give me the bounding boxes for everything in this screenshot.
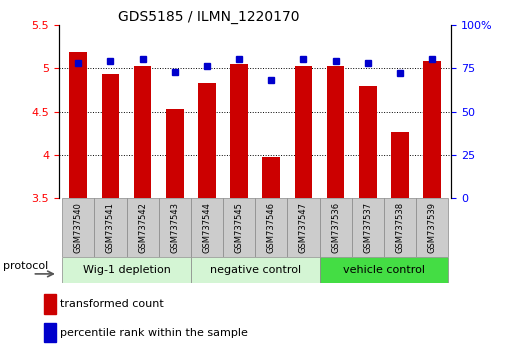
Bar: [287, 198, 320, 257]
Bar: [359, 86, 377, 198]
Bar: [223, 198, 255, 257]
Text: GSM737546: GSM737546: [267, 202, 276, 253]
Bar: [320, 257, 448, 283]
Bar: [191, 257, 320, 283]
Bar: [384, 198, 416, 257]
Bar: [127, 198, 159, 257]
Text: vehicle control: vehicle control: [343, 265, 425, 275]
Bar: [352, 198, 384, 257]
Text: GDS5185 / ILMN_1220170: GDS5185 / ILMN_1220170: [118, 10, 300, 24]
Text: GSM737540: GSM737540: [74, 202, 83, 253]
Text: percentile rank within the sample: percentile rank within the sample: [61, 328, 248, 338]
Bar: [230, 64, 248, 198]
Bar: [263, 158, 280, 198]
Text: GSM737545: GSM737545: [234, 202, 244, 253]
Bar: [327, 65, 345, 198]
Text: GSM737537: GSM737537: [363, 202, 372, 253]
Bar: [255, 198, 287, 257]
Bar: [416, 198, 448, 257]
Text: GSM737544: GSM737544: [203, 202, 211, 253]
Text: GSM737541: GSM737541: [106, 202, 115, 253]
Bar: [69, 52, 87, 198]
Bar: [44, 322, 56, 342]
Bar: [62, 257, 191, 283]
Text: negative control: negative control: [210, 265, 301, 275]
Bar: [62, 198, 94, 257]
Text: GSM737547: GSM737547: [299, 202, 308, 253]
Bar: [198, 83, 216, 198]
Bar: [94, 198, 127, 257]
Text: GSM737542: GSM737542: [138, 202, 147, 253]
Bar: [320, 198, 352, 257]
Text: GSM737536: GSM737536: [331, 202, 340, 253]
Bar: [191, 198, 223, 257]
Bar: [423, 61, 441, 198]
Text: GSM737538: GSM737538: [396, 202, 404, 253]
Bar: [102, 74, 120, 198]
Text: GSM737539: GSM737539: [428, 202, 437, 253]
Bar: [166, 109, 184, 198]
Bar: [391, 132, 409, 198]
Bar: [44, 294, 56, 314]
Bar: [134, 65, 151, 198]
Bar: [294, 65, 312, 198]
Text: transformed count: transformed count: [61, 299, 164, 309]
Text: GSM737543: GSM737543: [170, 202, 180, 253]
Bar: [159, 198, 191, 257]
Text: Wig-1 depletion: Wig-1 depletion: [83, 265, 170, 275]
Text: protocol: protocol: [3, 261, 48, 271]
